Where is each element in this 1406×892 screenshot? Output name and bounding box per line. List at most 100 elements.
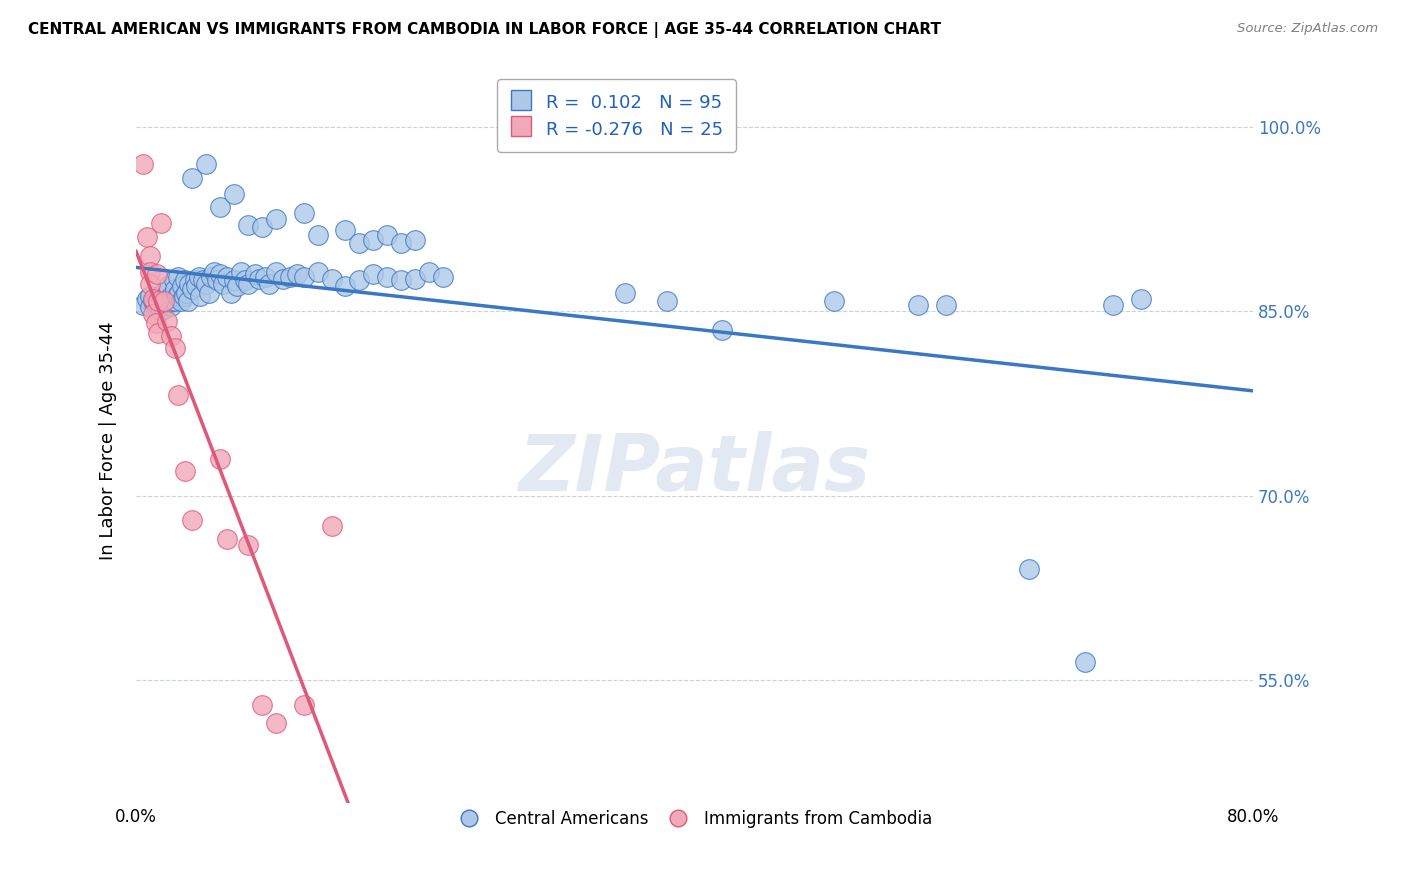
Point (150, 302, 173, 317)
Point (149, 289, 172, 303)
Point (184, 273, 207, 287)
Point (150, 215, 173, 229)
Point (142, 294, 165, 309)
Point (935, 298, 957, 312)
Point (377, 269, 399, 284)
Point (823, 294, 845, 309)
Point (136, 230, 159, 244)
Point (225, 279, 247, 293)
Point (167, 387, 190, 401)
Point (166, 289, 188, 303)
Point (165, 282, 187, 296)
Point (142, 307, 165, 321)
Point (208, 451, 231, 466)
Point (160, 289, 183, 303)
Point (174, 273, 197, 287)
Point (222, 273, 245, 287)
Text: ZIPatlas: ZIPatlas (519, 431, 870, 508)
Point (156, 314, 179, 328)
Point (200, 269, 222, 284)
Point (222, 187, 245, 202)
Point (194, 277, 217, 291)
Point (247, 272, 270, 286)
Point (148, 294, 170, 309)
Point (285, 267, 308, 281)
Point (211, 277, 233, 291)
Point (160, 328, 183, 343)
Point (208, 200, 231, 214)
Point (205, 273, 228, 287)
Point (349, 273, 371, 287)
Point (146, 301, 169, 316)
Point (377, 227, 399, 242)
Point (152, 285, 174, 300)
Point (215, 269, 238, 284)
Point (157, 279, 180, 293)
Point (1102, 298, 1125, 312)
Point (165, 341, 187, 355)
Point (174, 464, 197, 478)
Point (159, 292, 181, 306)
Point (188, 289, 211, 303)
Point (219, 285, 242, 300)
Point (264, 265, 287, 279)
Point (146, 267, 169, 281)
Point (389, 273, 412, 287)
Point (271, 272, 294, 286)
Point (236, 218, 259, 232)
Point (335, 223, 357, 237)
Point (432, 269, 454, 284)
Point (321, 519, 343, 533)
Point (173, 289, 195, 303)
Point (179, 277, 201, 291)
Point (418, 265, 440, 279)
Point (160, 299, 183, 313)
Point (236, 277, 259, 291)
Point (184, 279, 207, 293)
Point (292, 269, 315, 284)
Point (153, 294, 176, 309)
Text: CENTRAL AMERICAN VS IMMIGRANTS FROM CAMBODIA IN LABOR FORCE | AGE 35-44 CORRELAT: CENTRAL AMERICAN VS IMMIGRANTS FROM CAMB… (28, 22, 941, 38)
Point (1018, 562, 1040, 576)
Point (321, 272, 343, 286)
Point (292, 205, 315, 219)
Point (155, 294, 177, 309)
Point (404, 272, 426, 286)
Point (264, 211, 287, 226)
Point (278, 269, 301, 284)
Point (139, 265, 162, 279)
Point (292, 698, 315, 712)
Point (257, 277, 280, 291)
Point (233, 273, 256, 287)
Point (170, 294, 193, 309)
Point (711, 322, 734, 336)
Point (153, 301, 176, 316)
Point (363, 233, 385, 247)
Point (162, 294, 184, 309)
Point (236, 538, 259, 552)
Point (655, 294, 678, 309)
Point (208, 267, 231, 281)
Point (229, 265, 252, 279)
Point (177, 294, 200, 309)
Y-axis label: In Labor Force | Age 35-44: In Labor Force | Age 35-44 (100, 321, 117, 559)
Point (181, 282, 204, 296)
Point (150, 295, 173, 310)
Point (1074, 655, 1097, 669)
Point (142, 292, 165, 306)
Point (191, 273, 214, 287)
Point (139, 277, 162, 291)
Point (907, 298, 929, 312)
Point (153, 294, 176, 309)
Point (253, 269, 276, 284)
Point (264, 716, 287, 731)
Point (363, 267, 385, 281)
Point (389, 236, 412, 251)
Point (250, 698, 273, 712)
Point (243, 267, 266, 281)
Point (139, 301, 162, 315)
Point (165, 294, 187, 309)
Legend: Central Americans, Immigrants from Cambodia: Central Americans, Immigrants from Cambo… (450, 803, 939, 835)
Point (167, 269, 190, 284)
Point (349, 236, 371, 251)
